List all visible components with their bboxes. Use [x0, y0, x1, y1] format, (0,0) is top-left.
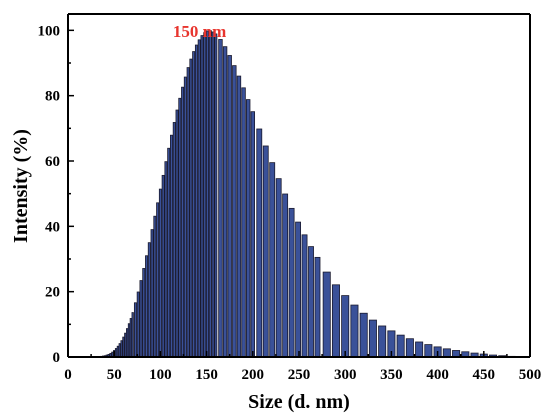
- bar: [126, 328, 129, 358]
- bar: [359, 312, 368, 358]
- y-tick-label: 0: [53, 350, 61, 366]
- bar: [256, 128, 263, 358]
- x-ticks-group: 0 50 100 150 200 250 300 350 400 450 500: [64, 351, 541, 383]
- bar: [368, 319, 377, 358]
- x-tick-label: 150: [195, 367, 218, 383]
- bar: [241, 87, 246, 358]
- bar: [245, 99, 251, 358]
- bar: [186, 67, 190, 358]
- x-tick-label: 400: [426, 367, 449, 383]
- bar: [189, 58, 193, 358]
- bar: [131, 312, 134, 358]
- y-tick-label: 80: [45, 89, 60, 105]
- bar: [350, 304, 359, 358]
- bar: [142, 268, 146, 358]
- bar: [200, 35, 204, 358]
- bar: [203, 32, 207, 358]
- bar: [150, 229, 154, 358]
- bar: [127, 323, 131, 358]
- bar: [424, 344, 433, 358]
- x-tick-label: 350: [380, 367, 403, 383]
- bar: [172, 122, 176, 358]
- bar: [120, 340, 123, 358]
- bar: [275, 178, 282, 358]
- bar: [208, 30, 212, 358]
- bar: [442, 348, 451, 358]
- bar: [156, 202, 160, 358]
- bars-group: [92, 30, 516, 358]
- x-tick-label: 500: [519, 367, 542, 383]
- bar: [214, 33, 218, 358]
- bar: [262, 145, 269, 358]
- bar: [116, 345, 120, 358]
- bar: [222, 46, 228, 358]
- bar: [122, 336, 125, 358]
- bar: [139, 280, 143, 358]
- bar: [164, 161, 168, 358]
- bar: [232, 65, 237, 358]
- bar: [114, 348, 118, 358]
- bar: [178, 97, 182, 358]
- x-tick-label: 100: [149, 367, 172, 383]
- bar: [129, 318, 132, 358]
- y-axis-title: Intensity (%): [10, 129, 32, 243]
- bar: [153, 215, 157, 358]
- x-axis-title: Size (d. nm): [248, 391, 350, 413]
- bar: [314, 256, 321, 358]
- bar: [415, 341, 424, 358]
- y-tick-label: 40: [45, 219, 60, 235]
- bar: [301, 234, 308, 358]
- bar: [181, 86, 185, 358]
- bar: [211, 31, 215, 358]
- y-tick-label: 60: [45, 154, 60, 170]
- x-tick-label: 300: [334, 367, 357, 383]
- x-tick-label: 200: [242, 367, 265, 383]
- bar: [308, 246, 314, 358]
- bar: [175, 109, 179, 358]
- peak-annotation: 150 nm: [173, 22, 226, 41]
- bar: [136, 291, 140, 358]
- bar: [236, 75, 242, 358]
- bar: [322, 271, 331, 358]
- y-tick-label: 100: [38, 23, 61, 39]
- bar: [282, 193, 289, 358]
- bar: [124, 332, 127, 358]
- bar: [269, 162, 276, 358]
- bar: [147, 242, 151, 358]
- bar: [183, 76, 187, 358]
- bar: [167, 147, 171, 358]
- bar: [161, 174, 165, 358]
- bar: [206, 30, 210, 358]
- bar: [396, 334, 405, 358]
- bar: [341, 295, 350, 358]
- x-tick-label: 0: [64, 367, 72, 383]
- bar: [158, 188, 162, 358]
- bar: [145, 255, 149, 358]
- bar: [133, 302, 137, 358]
- bar: [288, 207, 295, 358]
- bar: [170, 134, 173, 358]
- bar: [405, 338, 414, 358]
- bar: [331, 284, 340, 358]
- bar: [218, 39, 223, 358]
- bar: [192, 51, 196, 358]
- bar: [194, 44, 198, 358]
- bar: [378, 325, 387, 358]
- y-tick-label: 20: [45, 285, 60, 301]
- bar: [250, 111, 256, 358]
- bar: [118, 343, 121, 358]
- x-tick-label: 250: [288, 367, 311, 383]
- bar: [197, 39, 201, 358]
- x-tick-label: 50: [107, 367, 122, 383]
- y-ticks-group: 0 20 40 60 80 100: [38, 23, 74, 366]
- x-tick-label: 450: [473, 367, 496, 383]
- bar: [295, 221, 301, 358]
- bar: [227, 55, 232, 358]
